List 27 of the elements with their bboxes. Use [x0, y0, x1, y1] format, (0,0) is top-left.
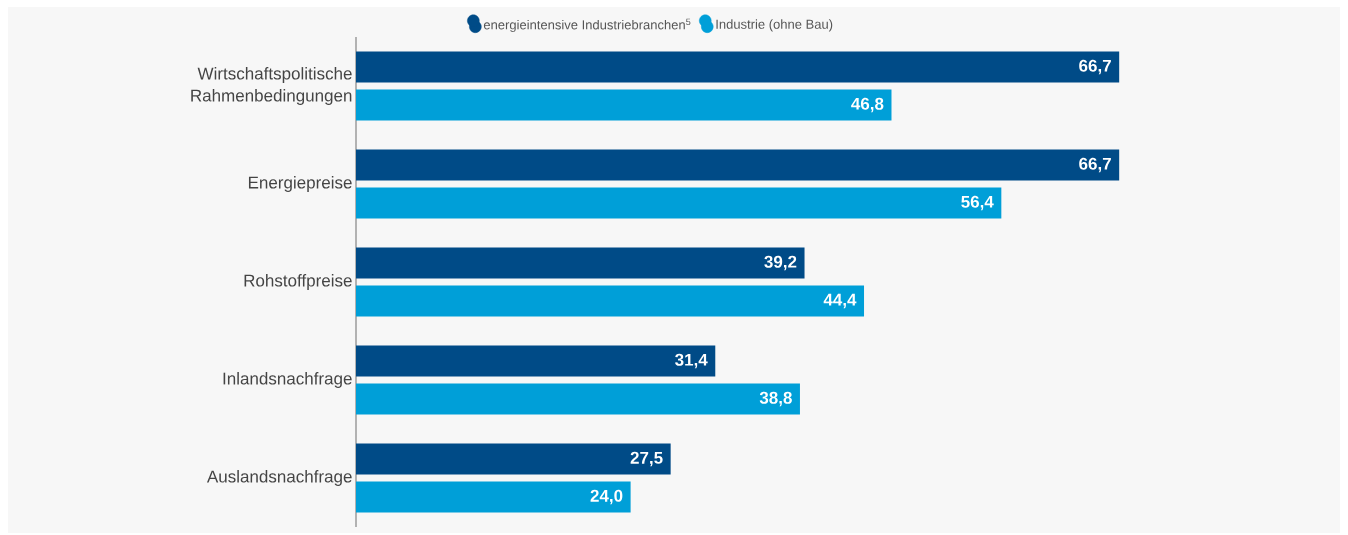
- data-label: 66,7: [1079, 157, 1111, 173]
- bar: [356, 285, 865, 317]
- data-label: 38,8: [759, 391, 792, 407]
- bar: [356, 149, 1120, 181]
- bar: [356, 51, 1120, 83]
- y-tick-label: Rohstoffpreise: [244, 274, 352, 290]
- data-label: 56,4: [961, 195, 994, 211]
- bar: [356, 443, 671, 475]
- bar: [356, 383, 800, 415]
- bar: [356, 481, 631, 513]
- bar: [356, 345, 716, 377]
- data-label: 27,5: [630, 451, 663, 467]
- data-label: 39,2: [764, 255, 797, 271]
- y-tick-label: Inlandsnachfrage: [223, 372, 352, 388]
- data-label: 24,0: [590, 489, 623, 505]
- y-tick-label: Energiepreise: [248, 176, 352, 192]
- data-label: 44,4: [823, 293, 857, 309]
- bar: [356, 247, 805, 279]
- y-tick-label: Auslandsnachfrage: [206, 470, 352, 486]
- data-label: 46,8: [851, 97, 884, 113]
- data-label: 31,4: [675, 353, 708, 369]
- bar: [356, 89, 892, 121]
- bar: [356, 187, 1002, 219]
- legend-label: Industrie (ohne Bau): [716, 19, 833, 32]
- y-tick-label: Wirtschaftspolitische Rahmenbedingungen: [191, 67, 352, 105]
- legend-label: energieintensive Industriebranchen$^{5}$: [483, 18, 691, 32]
- data-label: 66,7: [1079, 59, 1111, 75]
